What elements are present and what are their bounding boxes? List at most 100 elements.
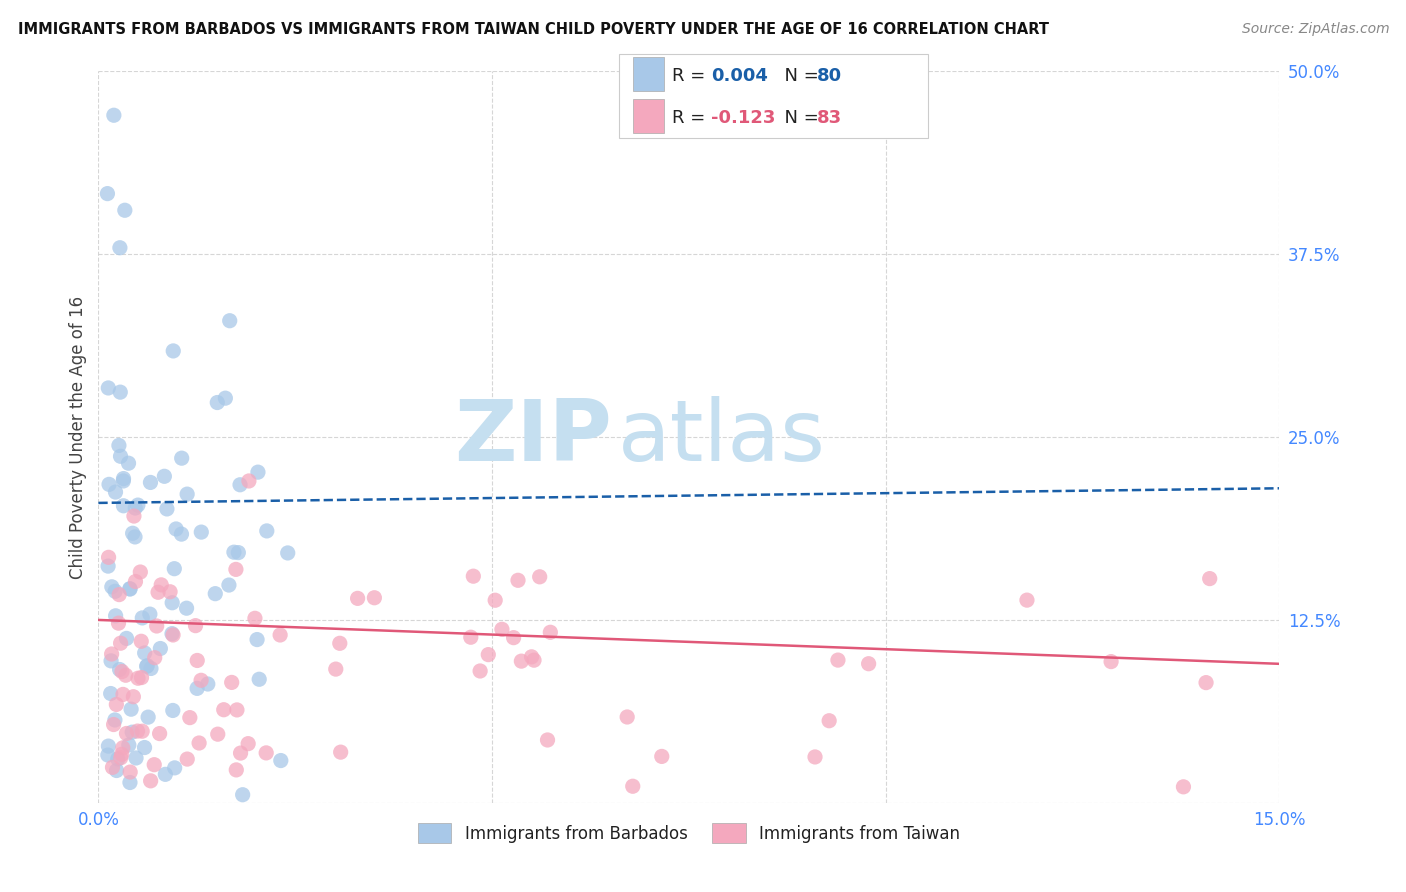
Point [143,757,166,772]
Text: atlas: atlas [619,395,827,479]
Point [120,702,142,716]
Point [491,623,513,637]
Point [346,591,368,606]
Point [160,626,183,640]
Text: IMMIGRANTS FROM BARBADOS VS IMMIGRANTS FROM TAIWAN CHILD POVERTY UNDER THE AGE O: IMMIGRANTS FROM BARBADOS VS IMMIGRANTS F… [18,22,1049,37]
Point [115,726,138,740]
Point [104,713,127,727]
Point [277,546,299,560]
Point [651,749,673,764]
Point [818,714,841,728]
Point [229,746,252,760]
Point [149,641,172,656]
Point [129,634,152,648]
Text: R =: R = [672,67,711,85]
Point [121,526,143,541]
Point [121,725,143,739]
Point [162,703,184,717]
Point [97,747,120,762]
Point [477,648,499,662]
Point [124,574,146,589]
Point [107,752,129,766]
Point [96,186,118,201]
Point [207,727,229,741]
Point [159,584,181,599]
Point [190,525,212,540]
Point [120,765,142,780]
Point [247,673,270,687]
Text: N =: N = [773,67,825,85]
Point [117,456,139,470]
Point [254,746,277,760]
Point [112,499,135,513]
Point [114,203,136,218]
Point [100,647,122,661]
Point [243,611,266,625]
Point [136,710,159,724]
Text: N =: N = [773,109,825,127]
Point [100,686,122,700]
Point [127,498,149,512]
Point [325,662,347,676]
Point [621,779,644,793]
Point [186,681,208,696]
Point [162,628,184,642]
Point [118,582,141,596]
Point [520,649,543,664]
Point [115,632,138,646]
Point [207,395,229,409]
Point [105,764,128,778]
Point [160,596,183,610]
Point [212,703,235,717]
Point [110,636,132,650]
Point [186,653,208,667]
Point [129,565,152,579]
Point [97,381,120,395]
Point [170,527,193,541]
Point [256,524,278,538]
Point [179,711,201,725]
Point [363,591,385,605]
Point [101,580,124,594]
Point [176,487,198,501]
Point [118,582,141,596]
Point [165,522,187,536]
Point [1099,655,1122,669]
Point [108,438,131,452]
Point [136,658,159,673]
Point [484,593,506,607]
Point [108,663,131,677]
Point [110,450,132,464]
Text: 83: 83 [817,109,842,127]
Point [246,632,269,647]
Point [108,241,131,255]
Point [131,671,153,685]
Point [269,628,291,642]
Point [468,664,491,678]
Point [229,477,252,491]
Point [190,673,212,688]
Point [104,608,127,623]
Point [145,619,167,633]
Point [858,657,880,671]
Text: -0.123: -0.123 [711,109,776,127]
Point [184,618,207,632]
Point [118,775,141,789]
Point [97,550,120,565]
Point [111,665,134,679]
Point [221,675,243,690]
Point [139,661,162,675]
Point [536,733,558,747]
Point [124,530,146,544]
Point [135,659,157,673]
Point [134,740,156,755]
Point [124,501,146,516]
Point [827,653,849,667]
Point [112,474,135,488]
Point [97,559,120,574]
Point [156,502,179,516]
Point [226,703,249,717]
Point [105,698,128,712]
Point [104,485,127,500]
Point [131,611,153,625]
